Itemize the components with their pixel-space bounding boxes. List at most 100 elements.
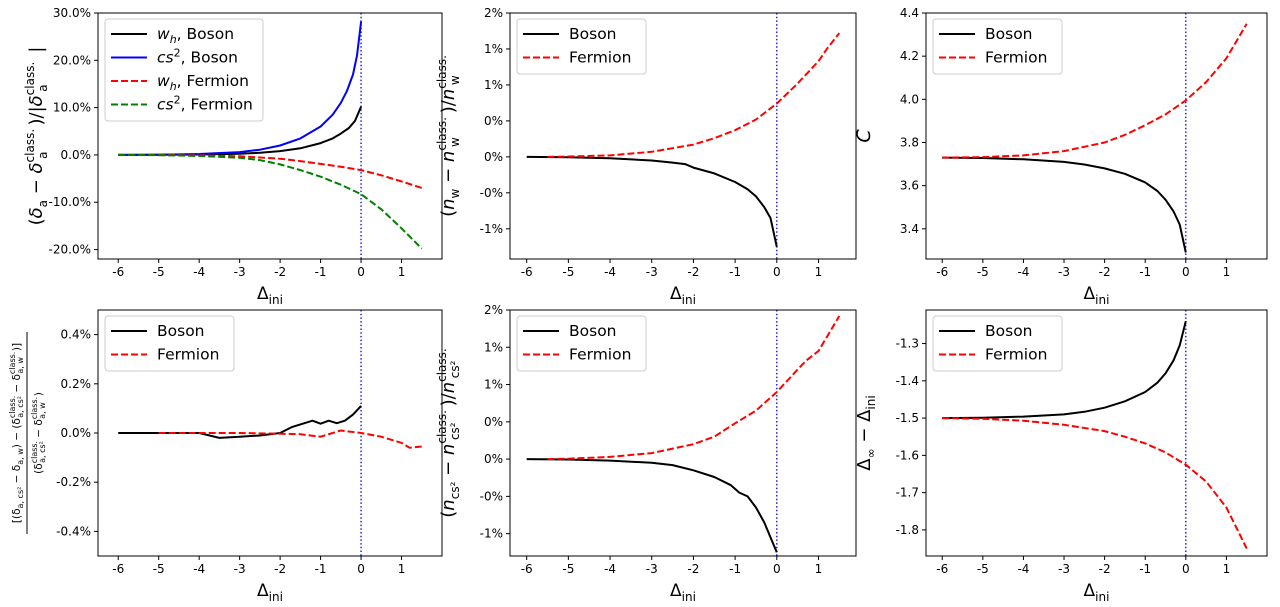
y-label-denominator: (δclass.a, cs² − δclass.a, w) <box>30 392 47 474</box>
x-tick-label: 0 <box>357 265 365 279</box>
x-tick-label: -5 <box>153 562 165 576</box>
x-tick-label: -4 <box>604 562 616 576</box>
x-tick-label: -2 <box>274 265 286 279</box>
series-line-fermion <box>547 32 841 158</box>
series-line-boson <box>118 405 362 439</box>
x-tick-label: -4 <box>193 562 205 576</box>
y-axis-label: (δa − δclass.a)/|δclass.a | <box>23 47 50 226</box>
y-tick-label: 0.0% <box>61 426 92 440</box>
axes-frame <box>509 12 857 260</box>
y-tick-label: -1% <box>480 222 503 236</box>
y-tick-label: 0% <box>484 150 503 164</box>
x-tick-label: 1 <box>1223 562 1231 576</box>
legend-label: wh, Fermion <box>157 72 249 93</box>
x-tick-label: -3 <box>646 265 658 279</box>
legend-frame <box>104 18 264 122</box>
y-tick-label: 3.8 <box>900 135 919 149</box>
y-tick-label: 1% <box>484 378 503 392</box>
x-tick-label: -1 <box>1139 562 1151 576</box>
panel-p2: -6 -5 -4 -3 -2 -1 0 1 -1% -0% 0% 0% 1% 1% 2% Δini (nw − … <box>435 6 857 307</box>
axes-frame <box>925 309 1268 557</box>
x-tick-label: -6 <box>112 562 124 576</box>
axes-frame <box>925 12 1268 260</box>
y-tick-label: 0.0% <box>61 148 92 162</box>
x-tick-label: 0 <box>1182 265 1190 279</box>
legend-frame <box>516 315 647 372</box>
x-axis-label: Δini <box>257 581 283 604</box>
series-line-boson <box>526 155 778 248</box>
x-tick-label: -1 <box>729 562 741 576</box>
y-axis-label: C <box>853 129 875 143</box>
legend-label: Boson <box>985 322 1033 340</box>
y-axis-label: (ncs² − nclass.cs²)/nclass.cs² <box>435 348 462 517</box>
x-tick-label: -6 <box>936 265 948 279</box>
x-tick-label: -4 <box>193 265 205 279</box>
x-tick-label: -3 <box>1058 562 1070 576</box>
x-tick-label: -6 <box>521 562 533 576</box>
x-tick-label: 0 <box>773 562 781 576</box>
y-tick-label: 30.0% <box>53 6 91 20</box>
x-tick-label: -3 <box>234 562 246 576</box>
y-tick-label: 1% <box>484 78 503 92</box>
series-line-boson <box>942 156 1187 253</box>
y-tick-label: 3.4 <box>900 222 919 236</box>
y-tick-label: 1% <box>484 340 503 354</box>
y-tick-label: 3.6 <box>900 179 919 193</box>
legend-label: Fermion <box>157 346 219 364</box>
x-axis-label: Δini <box>670 581 696 604</box>
x-tick-label: -2 <box>687 562 699 576</box>
x-axis-label: Δini <box>1084 581 1110 604</box>
y-tick-label: 2% <box>484 303 503 317</box>
y-tick-label: -0% <box>480 489 503 503</box>
series-line-boson <box>526 458 778 553</box>
x-tick-label: -4 <box>1017 562 1029 576</box>
y-tick-label: -1.3 <box>896 337 919 351</box>
y-tick-label: 1% <box>484 42 503 56</box>
y-tick-label: -1.7 <box>896 486 919 500</box>
x-tick-label: -5 <box>977 562 989 576</box>
y-tick-label: -1.8 <box>896 523 919 537</box>
x-tick-label: -5 <box>153 265 165 279</box>
x-tick-label: -6 <box>936 562 948 576</box>
x-tick-label: 0 <box>773 265 781 279</box>
series-line-fermion <box>547 315 841 461</box>
panel-p3: -6 -5 -4 -3 -2 -1 0 1 3.4 3.6 3.8 4.0 4.2 4.4 Δini C Bos… <box>853 6 1268 307</box>
x-axis-label: Δini <box>257 284 283 307</box>
axes-frame <box>97 12 443 260</box>
legend-label: cs2, Fermion <box>157 94 253 114</box>
panel-p6: -6 -5 -4 -3 -2 -1 0 1 -1.8 -1.7 -1.6 -1.5 -1.4 -1.3 Δi… <box>854 309 1268 604</box>
legend: Boson Fermion <box>932 315 1063 372</box>
legend-label: Fermion <box>569 346 631 364</box>
x-axis-label: Δini <box>1084 284 1110 307</box>
x-tick-label: 0 <box>1182 562 1190 576</box>
legend-frame <box>516 18 647 75</box>
x-tick-label: -2 <box>274 562 286 576</box>
series-line-cs-fermion <box>118 153 423 250</box>
y-tick-label: -1% <box>480 527 503 541</box>
x-tick-label: -2 <box>1099 265 1111 279</box>
y-tick-label: -1.4 <box>896 374 919 388</box>
legend-label: Boson <box>985 25 1033 43</box>
y-tick-label: -20.0% <box>49 243 91 257</box>
y-tick-label: -10.0% <box>49 195 91 209</box>
x-tick-label: -2 <box>687 265 699 279</box>
legend-label: wh, Boson <box>157 25 234 46</box>
series-line-cs-boson <box>118 21 363 156</box>
y-axis-label: Δ∞ − Δini <box>854 395 878 470</box>
x-tick-label: -3 <box>234 265 246 279</box>
x-tick-label: -6 <box>521 265 533 279</box>
legend-frame <box>104 315 235 372</box>
y-axis-label: (nw − nclass.w)/nclass.w <box>435 55 462 217</box>
series-line-boson <box>942 320 1187 420</box>
y-tick-label: -0.4% <box>56 524 91 538</box>
y-tick-label: 2% <box>484 6 503 20</box>
x-tick-label: 1 <box>1223 265 1231 279</box>
legend-label: Boson <box>569 25 617 43</box>
y-tick-label: 0% <box>484 114 503 128</box>
x-tick-label: -1 <box>729 265 741 279</box>
axes-frame <box>509 309 857 557</box>
legend-label: Fermion <box>569 49 631 67</box>
x-tick-label: 1 <box>815 265 823 279</box>
legend-label: Fermion <box>985 49 1047 67</box>
